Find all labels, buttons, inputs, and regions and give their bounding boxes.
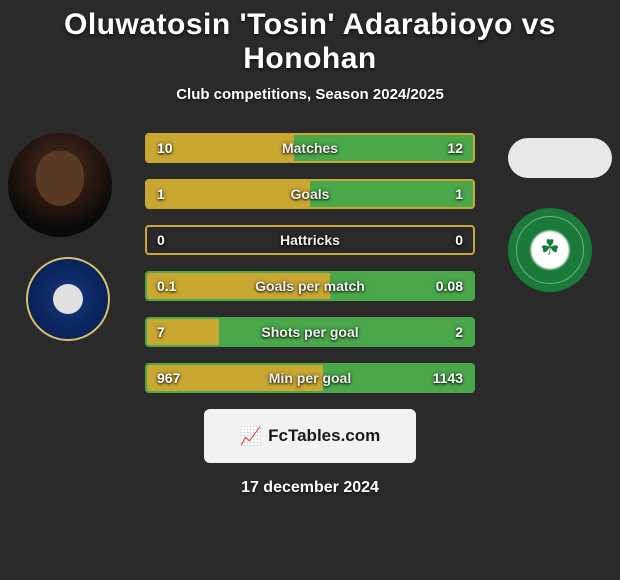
stat-value-left: 10: [157, 140, 173, 156]
stat-value-right: 0.08: [436, 278, 463, 294]
club-left-badge: [26, 257, 110, 341]
stat-row: 7 2 Shots per goal: [145, 317, 475, 347]
stat-row: 967 1143 Min per goal: [145, 363, 475, 393]
player-right-avatar: [508, 138, 612, 178]
stat-value-left: 1: [157, 186, 165, 202]
stat-bars: 10 12 Matches 1 1 Goals 0 0 Hattricks 0.1 0.08 Goal…: [145, 133, 475, 393]
stat-label: Shots per goal: [261, 324, 358, 340]
page-title: Oluwatosin 'Tosin' Adarabioyo vs Honohan: [0, 0, 620, 76]
stat-value-right: 12: [447, 140, 463, 156]
stat-value-right: 0: [455, 232, 463, 248]
club-right-badge: [508, 208, 592, 292]
stat-value-right: 1143: [433, 370, 463, 386]
stat-row: 0.1 0.08 Goals per match: [145, 271, 475, 301]
stat-fill-right: [310, 181, 473, 207]
subtitle: Club competitions, Season 2024/2025: [0, 86, 620, 103]
stat-label: Goals per match: [255, 278, 365, 294]
stat-row: 1 1 Goals: [145, 179, 475, 209]
stat-value-left: 967: [157, 370, 180, 386]
brand-label: FcTables.com: [268, 426, 380, 446]
player-left-column: [8, 133, 112, 341]
stat-label: Matches: [282, 140, 338, 156]
stat-value-left: 0.1: [157, 278, 176, 294]
brand-badge[interactable]: 📈 FcTables.com: [204, 409, 416, 463]
stat-label: Min per goal: [269, 370, 351, 386]
stat-value-left: 7: [157, 324, 165, 340]
stat-label: Goals: [291, 186, 330, 202]
stat-fill-left: [147, 181, 310, 207]
player-left-avatar: [8, 133, 112, 237]
stat-label: Hattricks: [280, 232, 340, 248]
date-label: 17 december 2024: [0, 479, 620, 497]
comparison-area: 10 12 Matches 1 1 Goals 0 0 Hattricks 0.1 0.08 Goal…: [0, 133, 620, 497]
stat-value-right: 2: [455, 324, 463, 340]
stat-value-right: 1: [455, 186, 463, 202]
player-right-column: [508, 133, 612, 292]
stat-row: 0 0 Hattricks: [145, 225, 475, 255]
brand-icon: 📈: [240, 426, 262, 447]
stat-value-left: 0: [157, 232, 165, 248]
stat-row: 10 12 Matches: [145, 133, 475, 163]
